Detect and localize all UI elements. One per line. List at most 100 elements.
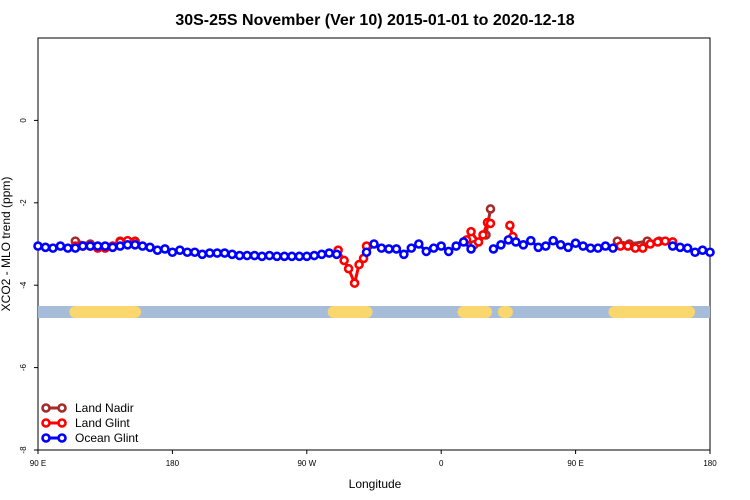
ocean-glint-point (85, 241, 96, 251)
ocean-glint-point (227, 249, 237, 260)
ocean-glint-point (160, 244, 170, 254)
x-tick-label: 90 E (30, 459, 46, 468)
y-tick-label: -6 (19, 363, 28, 371)
ocean-glint-point (190, 247, 200, 258)
ocean-glint-point (242, 250, 252, 261)
ocean-glint-point (391, 244, 402, 254)
ocean-glint-point (197, 249, 208, 260)
ocean-glint-point (600, 241, 611, 251)
ocean-glint-point (555, 240, 566, 250)
ocean-glint-point (570, 238, 581, 248)
ocean-glint-point (78, 241, 88, 251)
land-glint-point (343, 263, 354, 274)
ocean-glint-point (294, 251, 305, 262)
ocean-glint-point (503, 235, 514, 245)
land-glint-point (466, 226, 476, 237)
ocean-glint-point (384, 244, 394, 254)
ocean-glint-point (107, 242, 118, 253)
ocean-glint-point (309, 250, 320, 261)
ocean-glint-point (563, 242, 573, 253)
ocean-glint-point (279, 251, 290, 262)
ocean-glint-point (182, 247, 193, 258)
ocean-glint-point (212, 248, 222, 258)
land-glint-point (623, 241, 633, 251)
x-tick-label: 0 (439, 459, 444, 468)
ocean-glint-point (92, 241, 103, 251)
ocean-glint-point (70, 243, 81, 253)
ocean-glint-point (406, 243, 417, 253)
ocean-glint-point (540, 241, 551, 251)
ocean-glint-point (63, 243, 73, 253)
ocean-glint-point (301, 251, 312, 262)
x-tick-label: 180 (703, 459, 717, 468)
ocean-glint-point (376, 243, 387, 253)
ocean-glint-point (48, 243, 58, 253)
ocean-glint-point (257, 251, 267, 262)
ocean-glint-point (518, 240, 529, 250)
land-glint-point (637, 243, 648, 253)
ocean-glint-point (316, 249, 327, 260)
ocean-glint-point (466, 244, 476, 254)
x-axis-label: Longitude (349, 477, 402, 491)
y-tick-label: -2 (19, 199, 28, 207)
legend-marker-land-glint (41, 418, 51, 428)
legend-marker-land-glint (57, 418, 67, 428)
x-tick-label: 90 E (567, 459, 583, 468)
ocean-glint-point (697, 245, 708, 255)
legend-marker-ocean-glint (41, 433, 51, 443)
y-tick-label: -8 (19, 446, 28, 454)
ocean-glint-point (234, 250, 245, 261)
land-glint-point (478, 230, 488, 240)
ocean-glint-point (40, 242, 51, 253)
ocean-glint-point (175, 245, 185, 255)
ocean-glint-point (496, 240, 506, 250)
ocean-glint-point (115, 241, 125, 251)
ocean-glint-point (675, 242, 685, 253)
y-axis-label: XCO2 - MLO trend (ppm) (0, 177, 13, 312)
legend-label-ocean-glint: Ocean Glint (75, 431, 139, 445)
ocean-glint-point (667, 241, 678, 251)
legend-marker-land-nadir (57, 403, 67, 413)
land-glint-point (615, 241, 626, 251)
ocean-glint-point (130, 240, 140, 250)
ocean-glint-point (167, 247, 178, 258)
ocean-glint-point (428, 243, 439, 253)
ocean-glint-point (585, 243, 596, 253)
x-tick-label: 90 W (297, 459, 316, 468)
ocean-glint-point (690, 247, 700, 258)
land-glint-point (652, 237, 663, 247)
ocean-glint-point (33, 241, 43, 251)
ocean-glint-point (272, 251, 282, 262)
ocean-glint-point (593, 243, 603, 253)
series-layer (33, 204, 715, 288)
land-glint-point (339, 255, 349, 266)
land-glint-point (645, 239, 656, 249)
ocean-glint-point (122, 240, 133, 250)
ocean-glint-point (264, 250, 275, 261)
ocean-glint-point (451, 241, 461, 251)
ocean-glint-point (331, 249, 342, 260)
ocean-glint-point (608, 243, 618, 253)
ocean-glint-point (152, 245, 163, 255)
legend-marker-ocean-glint (57, 433, 67, 443)
ocean-glint-point (361, 247, 372, 258)
ocean-glint-point (369, 239, 379, 249)
legend-marker-land-nadir (41, 403, 51, 413)
land-glint-point (660, 236, 671, 246)
x-tick-label: 180 (166, 459, 180, 468)
land-nadir-point (485, 204, 496, 214)
land-glint-point (473, 237, 484, 247)
legend-label-land-glint: Land Glint (75, 416, 130, 430)
ocean-glint-point (458, 237, 469, 247)
ocean-glint-point (443, 246, 454, 257)
land-glint-point (485, 218, 496, 229)
ocean-glint-point (511, 237, 521, 247)
ocean-glint-point (137, 241, 148, 251)
y-tick-label: -4 (19, 281, 28, 289)
ocean-glint-point (705, 247, 715, 258)
ocean-glint-point (578, 241, 588, 251)
land-glint-point (349, 278, 360, 288)
land-glint-point (630, 243, 641, 253)
ocean-glint-point (55, 241, 66, 251)
